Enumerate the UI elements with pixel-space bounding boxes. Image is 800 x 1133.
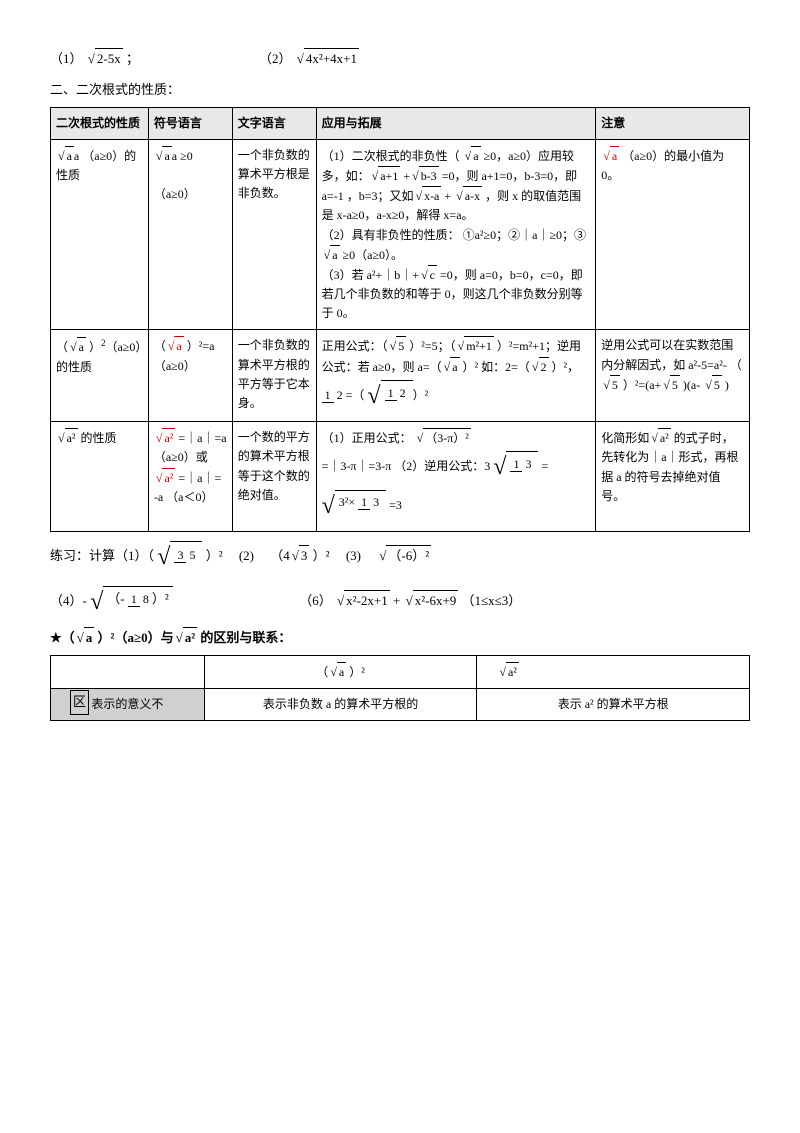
table-row: a² 的性质 a² =｜a｜=a（a≥0）或 a² =｜a｜= -a （a＜0）…: [51, 422, 750, 532]
r3c3: 一个数的平方的算术平方根等于这个数的绝对值。: [232, 422, 316, 532]
r3c2: a² =｜a｜=a（a≥0）或 a² =｜a｜= -a （a＜0）: [148, 422, 232, 532]
r1c2: aa ≥0 （a≥0）: [148, 139, 232, 330]
ex2: （2） 4x²+4x+1: [259, 48, 359, 70]
practice-line1: 练习：计算（1）（ √35 ）² (2) （43 ）² (3) （-6）²: [50, 538, 750, 576]
r1c5: a （a≥0）的最小值为 0。: [596, 139, 750, 330]
th-note: 注意: [596, 107, 750, 139]
table-row: （a ）2（a≥0）的性质 （a ）²=a（a≥0） 一个非负数的算术平方根的平…: [51, 330, 750, 422]
r1c3: 表示 a² 的算术平方根: [477, 688, 750, 720]
r1c4: （1）二次根式的非负性（ a ≥0，a≥0）应用较多，如：a+1 +b-3 =0…: [316, 139, 596, 330]
top-exercises: （1） 2-5x ； （2） 4x²+4x+1: [50, 48, 750, 70]
practice-line2: （4）- √（- 18）² （6） x²-2x+1 + x²-6x+9 （1≤x…: [50, 583, 750, 621]
category-box: 区: [70, 690, 89, 715]
star-line: ★（a ）²（a≥0）与a² 的区别与联系：: [50, 627, 750, 649]
r2c2: （a ）²=a（a≥0）: [148, 330, 232, 422]
r3c1: a² 的性质: [51, 422, 149, 532]
properties-table: 二次根式的性质 符号语言 文字语言 应用与拓展 注意 aa （a≥0）的性质 a…: [50, 107, 750, 533]
r1c3: 一个非负数的算术平方根是非负数。: [232, 139, 316, 330]
r2c4: 正用公式：（5 ）²=5；（m²+1 ）²=m²+1；逆用公式：若 a≥0，则 …: [316, 330, 596, 422]
r3c5: 化简形如a² 的式子时，先转化为｜a｜形式，再根据 a 的符号去掉绝对值号。: [596, 422, 750, 532]
th-symbol: 符号语言: [148, 107, 232, 139]
th-text: 文字语言: [232, 107, 316, 139]
table-row: aa （a≥0）的性质 aa ≥0 （a≥0） 一个非负数的算术平方根是非负数。…: [51, 139, 750, 330]
r1c2: 表示非负数 a 的算术平方根的: [204, 688, 477, 720]
r2c5: 逆用公式可以在实数范围内分解因式，如 a²-5=a²- （5 ）²=(a+5 )…: [596, 330, 750, 422]
th-prop: 二次根式的性质: [51, 107, 149, 139]
ex1: （1） 2-5x ；: [50, 48, 139, 70]
section2-title: 二、二次根式的性质：: [50, 80, 750, 101]
r3c4: （1）正用公式： （3-π）² =｜3-π｜=3-π （2）逆用公式：3 √13…: [316, 422, 596, 532]
r2c3: 一个非负数的算术平方根的平方等于它本身。: [232, 330, 316, 422]
r2c1: （a ）2（a≥0）的性质: [51, 330, 149, 422]
compare-table: （a ）² a² 表示的意义不 表示非负数 a 的算术平方根的 表示 a² 的算…: [50, 655, 750, 721]
r1c1: aa （a≥0）的性质: [51, 139, 149, 330]
th-app: 应用与拓展: [316, 107, 596, 139]
